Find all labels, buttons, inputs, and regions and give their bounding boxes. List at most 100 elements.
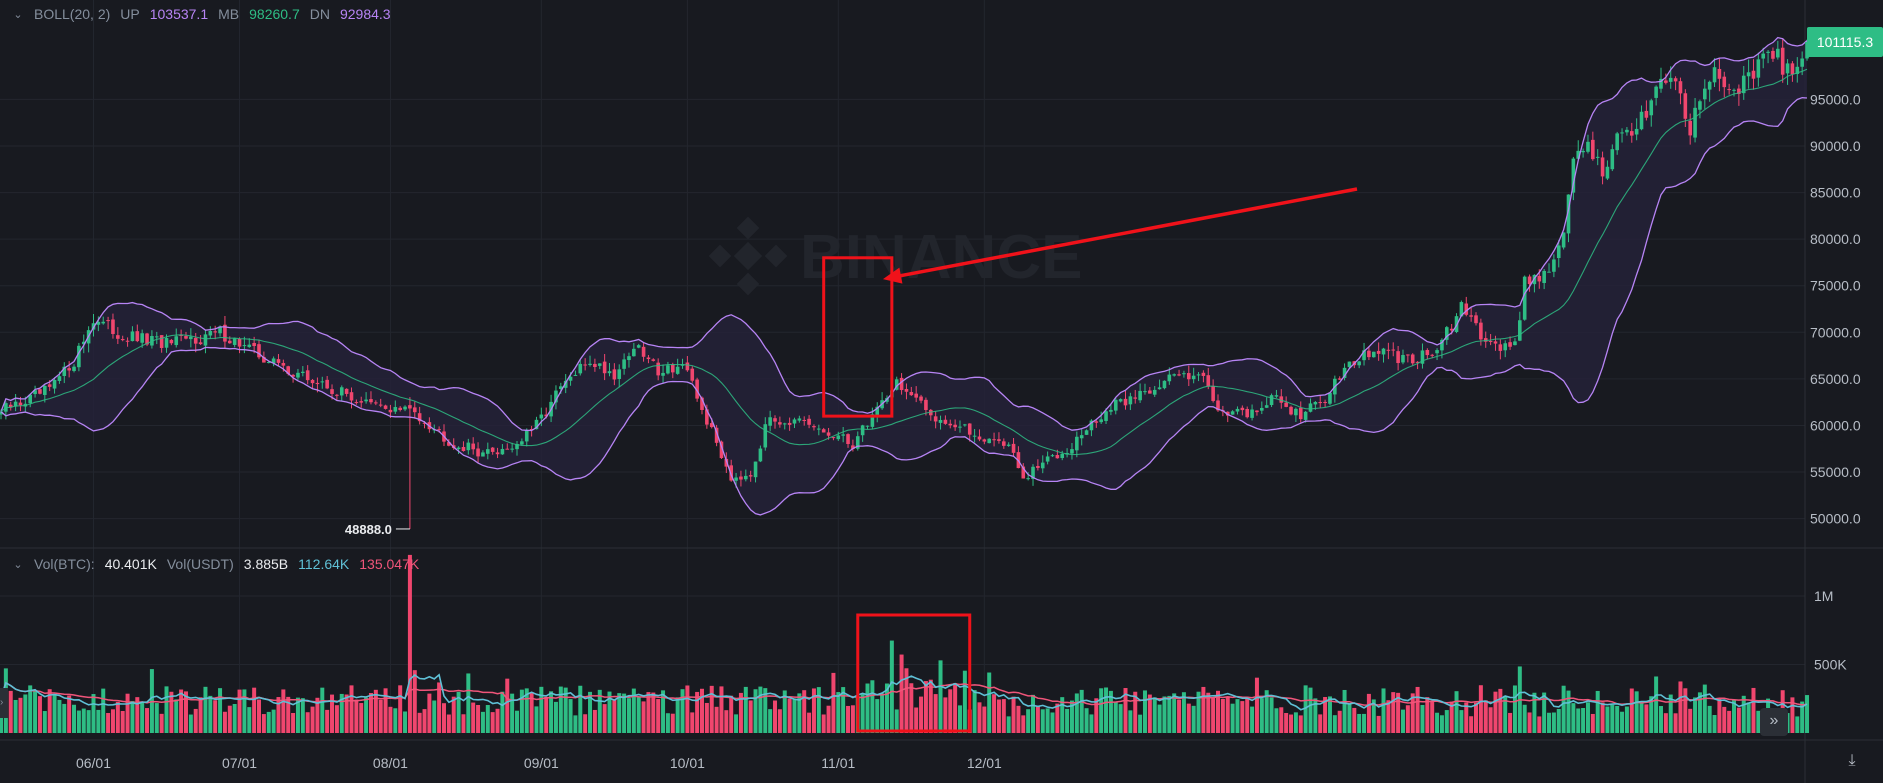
candle bbox=[919, 394, 923, 404]
candle bbox=[1527, 274, 1532, 292]
candle-body bbox=[1294, 408, 1298, 416]
volume-bar bbox=[403, 711, 408, 733]
candle bbox=[948, 419, 953, 429]
double-chevron-right-icon[interactable]: » bbox=[1760, 708, 1788, 736]
candle-body bbox=[208, 330, 213, 336]
volume-bar bbox=[1381, 688, 1386, 733]
candle-body bbox=[739, 476, 743, 480]
candle-body bbox=[1148, 390, 1152, 394]
candle bbox=[539, 407, 544, 427]
volume-bar bbox=[529, 692, 534, 733]
date-tick-label: 08/01 bbox=[373, 755, 408, 771]
volume-bar bbox=[213, 700, 218, 733]
volume-bar bbox=[699, 688, 704, 733]
volume-bar bbox=[987, 672, 992, 733]
candle-body bbox=[661, 372, 665, 376]
candle-body bbox=[325, 379, 329, 389]
candle-body bbox=[315, 382, 320, 385]
candle bbox=[607, 362, 612, 377]
candle-body bbox=[773, 418, 777, 422]
candle bbox=[987, 438, 992, 444]
volume-bar bbox=[1142, 690, 1147, 733]
candle-body bbox=[748, 475, 753, 477]
candle bbox=[982, 438, 987, 445]
volume-bar bbox=[1235, 699, 1240, 733]
candle-body bbox=[1693, 107, 1697, 138]
candle-body bbox=[1673, 78, 1678, 82]
fit-scale-icon[interactable]: ⤓ bbox=[1848, 752, 1856, 769]
candle bbox=[466, 438, 471, 455]
candle-body bbox=[227, 340, 232, 344]
candle bbox=[1367, 346, 1371, 361]
volume-bar bbox=[1026, 709, 1031, 733]
candle-body bbox=[1605, 166, 1610, 179]
candle-body bbox=[924, 399, 928, 410]
candle-body bbox=[812, 426, 816, 428]
candle-body bbox=[412, 407, 417, 413]
candle bbox=[271, 356, 276, 367]
candle-body bbox=[344, 388, 349, 394]
candle-body bbox=[159, 335, 164, 348]
volume-bar bbox=[1474, 702, 1479, 733]
volume-bar bbox=[631, 688, 636, 733]
candle bbox=[1045, 451, 1050, 465]
volume-bar bbox=[792, 698, 797, 733]
candle bbox=[641, 342, 646, 362]
candle-body bbox=[28, 394, 33, 404]
candle-body bbox=[500, 448, 505, 455]
candle bbox=[471, 437, 475, 455]
candle-body bbox=[1337, 378, 1342, 380]
candle-body bbox=[1118, 399, 1123, 402]
volume-series bbox=[0, 554, 1810, 733]
candle-body bbox=[870, 414, 875, 427]
candle-body bbox=[1737, 88, 1741, 94]
candle bbox=[393, 400, 398, 415]
volume-bar bbox=[1615, 705, 1620, 733]
candle bbox=[476, 442, 480, 464]
volume-bar bbox=[1211, 697, 1216, 733]
volume-bar bbox=[1600, 702, 1605, 733]
candle-body bbox=[846, 434, 850, 444]
volume-bar bbox=[417, 712, 422, 733]
price-tick-label: 75000.0 bbox=[1810, 278, 1861, 294]
volume-bar bbox=[130, 701, 135, 733]
candle-body bbox=[758, 448, 763, 462]
candle-body bbox=[1303, 411, 1308, 420]
chevron-down-icon[interactable]: ⌄ bbox=[13, 8, 23, 21]
candle-body bbox=[1795, 66, 1800, 74]
scroll-left-icon[interactable]: › bbox=[0, 688, 8, 718]
candle bbox=[1162, 380, 1167, 390]
candle-body bbox=[232, 338, 237, 345]
candle bbox=[1498, 339, 1503, 360]
candle bbox=[62, 362, 67, 384]
candle-body bbox=[1084, 430, 1089, 435]
candle bbox=[1673, 76, 1678, 91]
candle bbox=[13, 394, 18, 412]
volume-bar bbox=[1483, 700, 1488, 733]
candle bbox=[739, 470, 743, 487]
candle-body bbox=[539, 414, 544, 419]
candle-body bbox=[724, 458, 729, 467]
candle-body bbox=[627, 356, 631, 361]
volume-bar bbox=[1060, 697, 1065, 733]
candle-body bbox=[933, 416, 938, 422]
volume-bar bbox=[1415, 686, 1420, 733]
candle bbox=[111, 313, 115, 339]
candle-body bbox=[1002, 441, 1006, 446]
volume-bar bbox=[539, 686, 544, 733]
volume-bar bbox=[680, 689, 685, 733]
volume-bar bbox=[349, 685, 354, 733]
volume-bar bbox=[719, 686, 724, 733]
logo-diamond bbox=[736, 272, 760, 296]
candle-body bbox=[563, 380, 568, 388]
candle bbox=[1294, 407, 1298, 422]
volume-bar bbox=[685, 685, 690, 733]
candle-body bbox=[57, 376, 62, 381]
volume-bar bbox=[1425, 697, 1430, 733]
candle-body bbox=[1264, 405, 1269, 408]
volume-bar bbox=[271, 709, 276, 733]
volume-bar bbox=[1006, 716, 1011, 733]
chevron-down-icon[interactable]: ⌄ bbox=[13, 558, 23, 571]
candle bbox=[1318, 394, 1323, 409]
